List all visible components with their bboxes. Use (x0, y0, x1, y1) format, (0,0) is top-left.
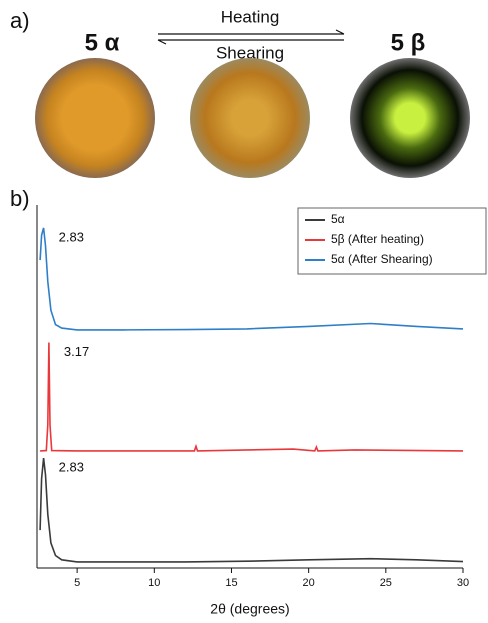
peak-label: 2.83 (59, 460, 84, 475)
series-line (40, 342, 464, 452)
series-line (39, 458, 464, 563)
arrow-label: Heating (221, 7, 280, 26)
x-tick-label: 10 (148, 577, 160, 589)
x-tick-label: 5 (74, 577, 80, 589)
peak-label: 2.83 (59, 229, 84, 244)
series-line (39, 227, 464, 331)
panel-label: a) (10, 8, 30, 33)
photo (350, 58, 470, 178)
photo (35, 58, 155, 178)
panel-label: b) (10, 186, 30, 211)
legend-box (297, 207, 487, 275)
legend-label: 5β (After heating) (331, 232, 424, 246)
photo-label: 5 β (391, 29, 426, 56)
peak-label: 3.17 (64, 344, 89, 359)
x-tick-label: 20 (303, 577, 315, 589)
x-axis-label: 2θ (degrees) (210, 601, 289, 617)
x-tick-label: 15 (225, 577, 237, 589)
photo-label: 5 α (85, 29, 120, 56)
legend-label: 5α (331, 212, 345, 226)
arrows (157, 29, 345, 45)
legend-label: 5α (After Shearing) (331, 252, 433, 266)
photo (190, 58, 310, 178)
arrow-label: Shearing (216, 43, 284, 62)
x-tick-label: 25 (380, 577, 392, 589)
x-tick-label: 30 (457, 577, 469, 589)
